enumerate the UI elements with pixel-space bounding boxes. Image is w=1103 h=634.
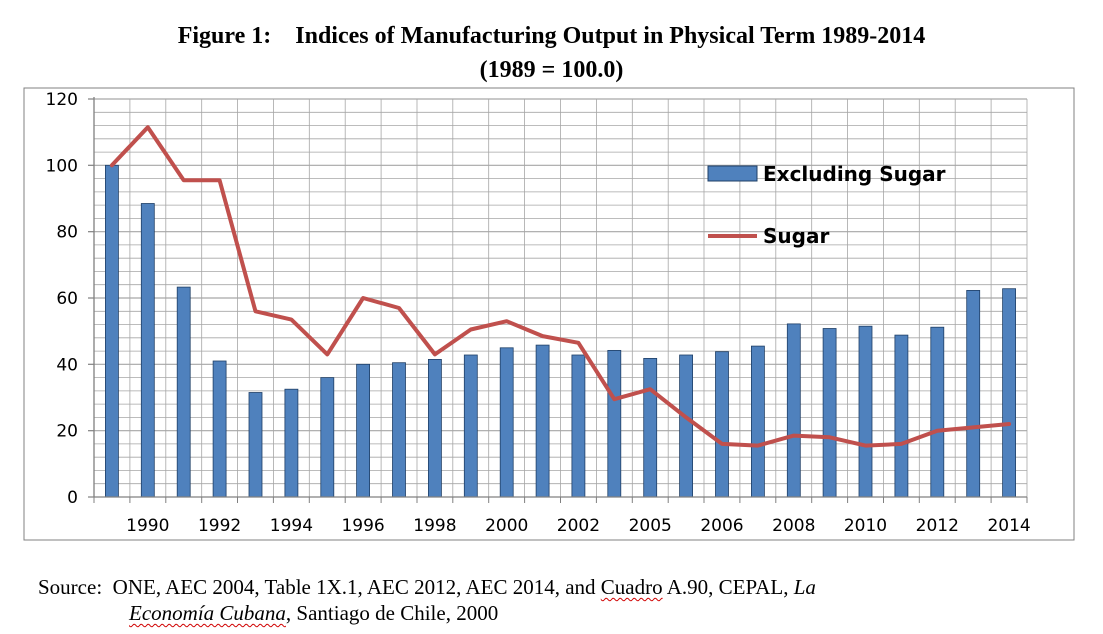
source-line-2: Economía Cubana, Santiago de Chile, 2000 (38, 600, 1088, 626)
x-tick-label: 2002 (557, 516, 600, 536)
figure-number: Figure 1: (177, 23, 272, 49)
x-tick-label: 1994 (270, 516, 313, 536)
bar-excluding-sugar (930, 326, 945, 498)
x-tick-label: 2000 (485, 516, 528, 536)
x-tick-label: 1996 (341, 516, 384, 536)
bar-excluding-sugar (966, 289, 981, 498)
bar-excluding-sugar (499, 347, 514, 498)
bar-excluding-sugar (392, 362, 406, 498)
bar-excluding-sugar (894, 334, 909, 498)
sugar-line (109, 125, 1012, 448)
y-tick-label: 40 (56, 355, 78, 375)
y-tick-label: 60 (56, 289, 78, 309)
y-tick-label: 120 (46, 90, 78, 110)
x-tick-label: 1998 (413, 516, 456, 536)
y-tick-label: 0 (67, 488, 78, 508)
x-tick-label: 2006 (700, 516, 743, 536)
figure-title-text: Indices of Manufacturing Output in Physi… (295, 23, 926, 49)
bar-excluding-sugar (786, 323, 801, 498)
bar-excluding-sugar (176, 286, 191, 498)
source-line-1: Source: ONE, AEC 2004, Table 1X.1, AEC 2… (38, 574, 1088, 600)
x-tick-label: 1990 (126, 516, 169, 536)
x-tick-label: 2008 (772, 516, 815, 536)
bar-excluding-sugar (571, 354, 586, 498)
x-tick-label: 2014 (987, 516, 1030, 536)
bar-excluding-sugar (427, 358, 442, 498)
figure-subtitle: (1989 = 100.0) (479, 57, 624, 83)
bar-excluding-sugar (284, 388, 299, 498)
legend: Excluding Sugar Sugar (707, 162, 946, 248)
bar-excluding-sugar (607, 349, 622, 498)
source-cuadro: Cuadro (600, 575, 663, 599)
source-italic-economia: Economía Cubana (129, 601, 286, 625)
source-note: Source: ONE, AEC 2004, Table 1X.1, AEC 2… (38, 574, 1088, 626)
bar-excluding-sugar (535, 344, 550, 498)
source-text-1: ONE, AEC 2004, Table 1X.1, AEC 2012, AEC… (112, 575, 596, 599)
source-text-2: A.90, CEPAL, (666, 575, 789, 599)
legend-label-excluding-sugar: Excluding Sugar (763, 162, 946, 186)
bar-excluding-sugar (463, 354, 478, 498)
bar-excluding-sugar (822, 328, 837, 498)
x-tick-label: 2010 (844, 516, 887, 536)
bar-excluding-sugar (105, 164, 119, 498)
source-italic-la: La (793, 575, 816, 599)
bar-excluding-sugar (320, 377, 335, 498)
source-text-3: , Santiago de Chile, 2000 (285, 601, 499, 625)
chart-frame (23, 87, 1075, 541)
bar-excluding-sugar (140, 203, 155, 498)
bar-excluding-sugar (212, 360, 227, 498)
bar-excluding-sugar (248, 392, 263, 498)
bar-excluding-sugar (858, 325, 873, 498)
x-tick-label: 2005 (629, 516, 672, 536)
line-series-sugar (109, 125, 1012, 448)
source-label: Source: (38, 575, 103, 599)
x-tick-label: 2012 (916, 516, 959, 536)
bar-excluding-sugar (1002, 288, 1016, 498)
axes: 0 20 40 60 80 100 120 1990 1992 1994 1996 1998 2000 2… (46, 90, 1031, 536)
legend-label-sugar: Sugar (763, 224, 829, 248)
bar-excluding-sugar (356, 363, 371, 498)
gridlines (94, 98, 1028, 497)
figure-title: Figure 1: Indices of Manufacturing Output… (0, 22, 1103, 50)
y-tick-label: 100 (46, 156, 78, 176)
legend-swatch-excluding-sugar (707, 165, 758, 182)
bar-excluding-sugar (643, 357, 658, 498)
manufacturing-output-chart: 0 20 40 60 80 100 120 1990 1992 1994 1996 1998 2000 2… (23, 87, 1075, 541)
bar-excluding-sugar (751, 345, 765, 498)
bar-excluding-sugar (679, 354, 693, 498)
x-tick-label: 1992 (198, 516, 241, 536)
bar-excluding-sugar (715, 351, 729, 498)
y-tick-label: 80 (56, 223, 78, 243)
y-tick-label: 20 (56, 422, 78, 442)
